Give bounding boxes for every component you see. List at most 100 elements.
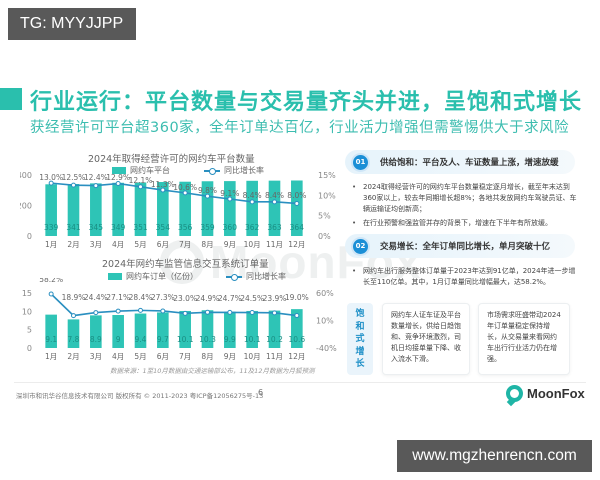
line-value-label: 12.5% — [62, 173, 86, 182]
summary-char: 和 — [355, 321, 365, 332]
x-axis-label: 8月 — [201, 352, 213, 361]
legend-line-label: 同比增长率 — [224, 166, 264, 175]
page-title: 行业运行：平台数量与交易量齐头并进，呈饱和式增长 — [30, 90, 583, 115]
legend-bar-swatch — [108, 273, 122, 280]
line-point — [227, 196, 233, 202]
y-axis-tick: 10 — [22, 307, 32, 316]
line-value-label: 12.4% — [84, 173, 108, 182]
bar-value-label: 9.4 — [135, 335, 147, 344]
line-point — [48, 291, 54, 297]
bar — [112, 182, 124, 236]
line-value-label: 23.9% — [263, 294, 287, 303]
line-point — [272, 199, 277, 205]
bar — [157, 182, 169, 236]
bar-value-label: 349 — [111, 223, 126, 232]
line-value-label: 18.9% — [62, 293, 86, 302]
bar — [268, 180, 281, 236]
line-point — [93, 183, 99, 189]
line-value-label: 23.0% — [173, 294, 197, 303]
x-axis-label: 6月 — [157, 352, 169, 361]
section-02-header: 02 交易增长：全年订单同比增长，单月突破十亿 — [345, 234, 575, 258]
bar-value-label: 9.1 — [45, 335, 57, 344]
line-point — [138, 307, 143, 313]
line-value-label: 13.0% — [39, 173, 63, 182]
watermark-logo-icon — [160, 240, 204, 284]
summary-label: 饱 和 式 增 长 — [347, 303, 373, 375]
top-watermark-tag: TG: MYYJJPP — [8, 8, 136, 40]
bar-value-label: 10.6 — [288, 335, 305, 344]
summary-char: 饱 — [355, 309, 365, 319]
chart1-legend: 网约车平台 同比增长率 — [112, 165, 264, 176]
y-axis-tick: 0 — [27, 232, 32, 241]
bottom-watermark-tag: www.mgzhenrencn.com — [397, 440, 592, 472]
x-axis-label: 11月 — [266, 352, 283, 361]
bar — [90, 183, 102, 236]
bar — [201, 181, 214, 236]
section-01-bullets: 2024取得经营许可的网约车平台数量稳定逐月增长，截至年末达到360家以上，较去… — [352, 182, 577, 232]
x-axis-label: 7月 — [179, 352, 191, 361]
line-point — [71, 182, 76, 188]
line-value-label: 24.5% — [240, 294, 264, 303]
bar-value-label: 10.1 — [244, 335, 261, 344]
line-point — [115, 308, 121, 314]
bar-value-label: 9.9 — [224, 335, 236, 344]
moonfox-logo-icon — [506, 385, 523, 402]
line-point — [272, 310, 277, 316]
x-axis-label: 3月 — [90, 240, 102, 249]
line-value-label: 24.4% — [84, 293, 108, 302]
legend-bar-label: 网约车订单（亿份） — [126, 272, 198, 281]
title-accent-block — [0, 88, 22, 110]
bar-value-label: 351 — [133, 223, 148, 232]
chart2-title: 2024年网约车监管信息交互系统订单量 — [102, 259, 269, 270]
y2-axis-tick: 10% — [316, 317, 334, 326]
bar-value-label: 362 — [245, 223, 260, 232]
growth-rate-line — [50, 293, 297, 317]
bar — [224, 181, 236, 236]
bar-value-label: 7.8 — [68, 335, 80, 344]
bar — [157, 312, 169, 348]
x-axis-label: 3月 — [90, 352, 102, 361]
bar-value-label: 356 — [178, 223, 193, 232]
x-axis-label: 9月 — [224, 352, 236, 361]
y-axis-tick: 0 — [27, 344, 32, 353]
x-axis-label: 1月 — [45, 240, 57, 249]
x-axis-label: 2月 — [67, 240, 79, 249]
line-point — [249, 310, 255, 316]
bar-value-label: 364 — [290, 223, 305, 232]
x-axis-label: 12月 — [288, 352, 305, 361]
bar — [45, 314, 57, 348]
line-value-label: 19.0% — [285, 293, 309, 302]
y2-axis-tick: 15% — [318, 171, 336, 180]
bar-value-label: 8.9 — [90, 335, 102, 344]
bar-value-label: 9.7 — [157, 335, 169, 344]
bar — [179, 181, 191, 236]
brand-name: MoonFox — [527, 386, 585, 401]
chart1-platform-count: 0 200 400 0% 5% 10% 15% 339 1月 341 2月 345 3月 349 4月 351… — [20, 171, 336, 249]
bar — [268, 310, 281, 348]
line-value-label: 8.4% — [243, 191, 262, 200]
line-point — [48, 180, 54, 186]
bar — [67, 183, 80, 236]
legend-line-swatch — [204, 167, 220, 175]
bar-value-label: 341 — [66, 223, 81, 232]
bar-value-label: 354 — [156, 223, 171, 232]
bar-value-label: 10.2 — [266, 335, 283, 344]
line-value-label: 11.3% — [151, 180, 175, 189]
summary-char: 式 — [355, 334, 365, 344]
line-point — [93, 310, 99, 316]
y2-axis-tick: 0% — [318, 232, 331, 241]
x-axis-label: 5月 — [134, 352, 146, 361]
brand-logo: MoonFox — [506, 385, 585, 402]
line-value-label: 28.4% — [129, 293, 153, 302]
page-number: 6 — [258, 388, 264, 397]
line-point — [182, 190, 188, 196]
line-value-label: 27.1% — [106, 293, 130, 302]
bullet-item: 网约车出行服务整体订单量于2023年达到91亿单，2024年进一步增长至110亿… — [352, 266, 577, 288]
bar-value-label: 10.3 — [199, 335, 216, 344]
line-point — [294, 200, 300, 206]
data-source-note: 数据来源：1至10月数据由交通运输部公布，11及12月数据为月狐预测 — [110, 367, 315, 375]
x-axis-label: 6月 — [157, 240, 169, 249]
x-axis-label: 5月 — [134, 240, 146, 249]
y2-axis-tick: 5% — [318, 212, 331, 221]
legend-line-label: 同比增长率 — [246, 272, 286, 281]
